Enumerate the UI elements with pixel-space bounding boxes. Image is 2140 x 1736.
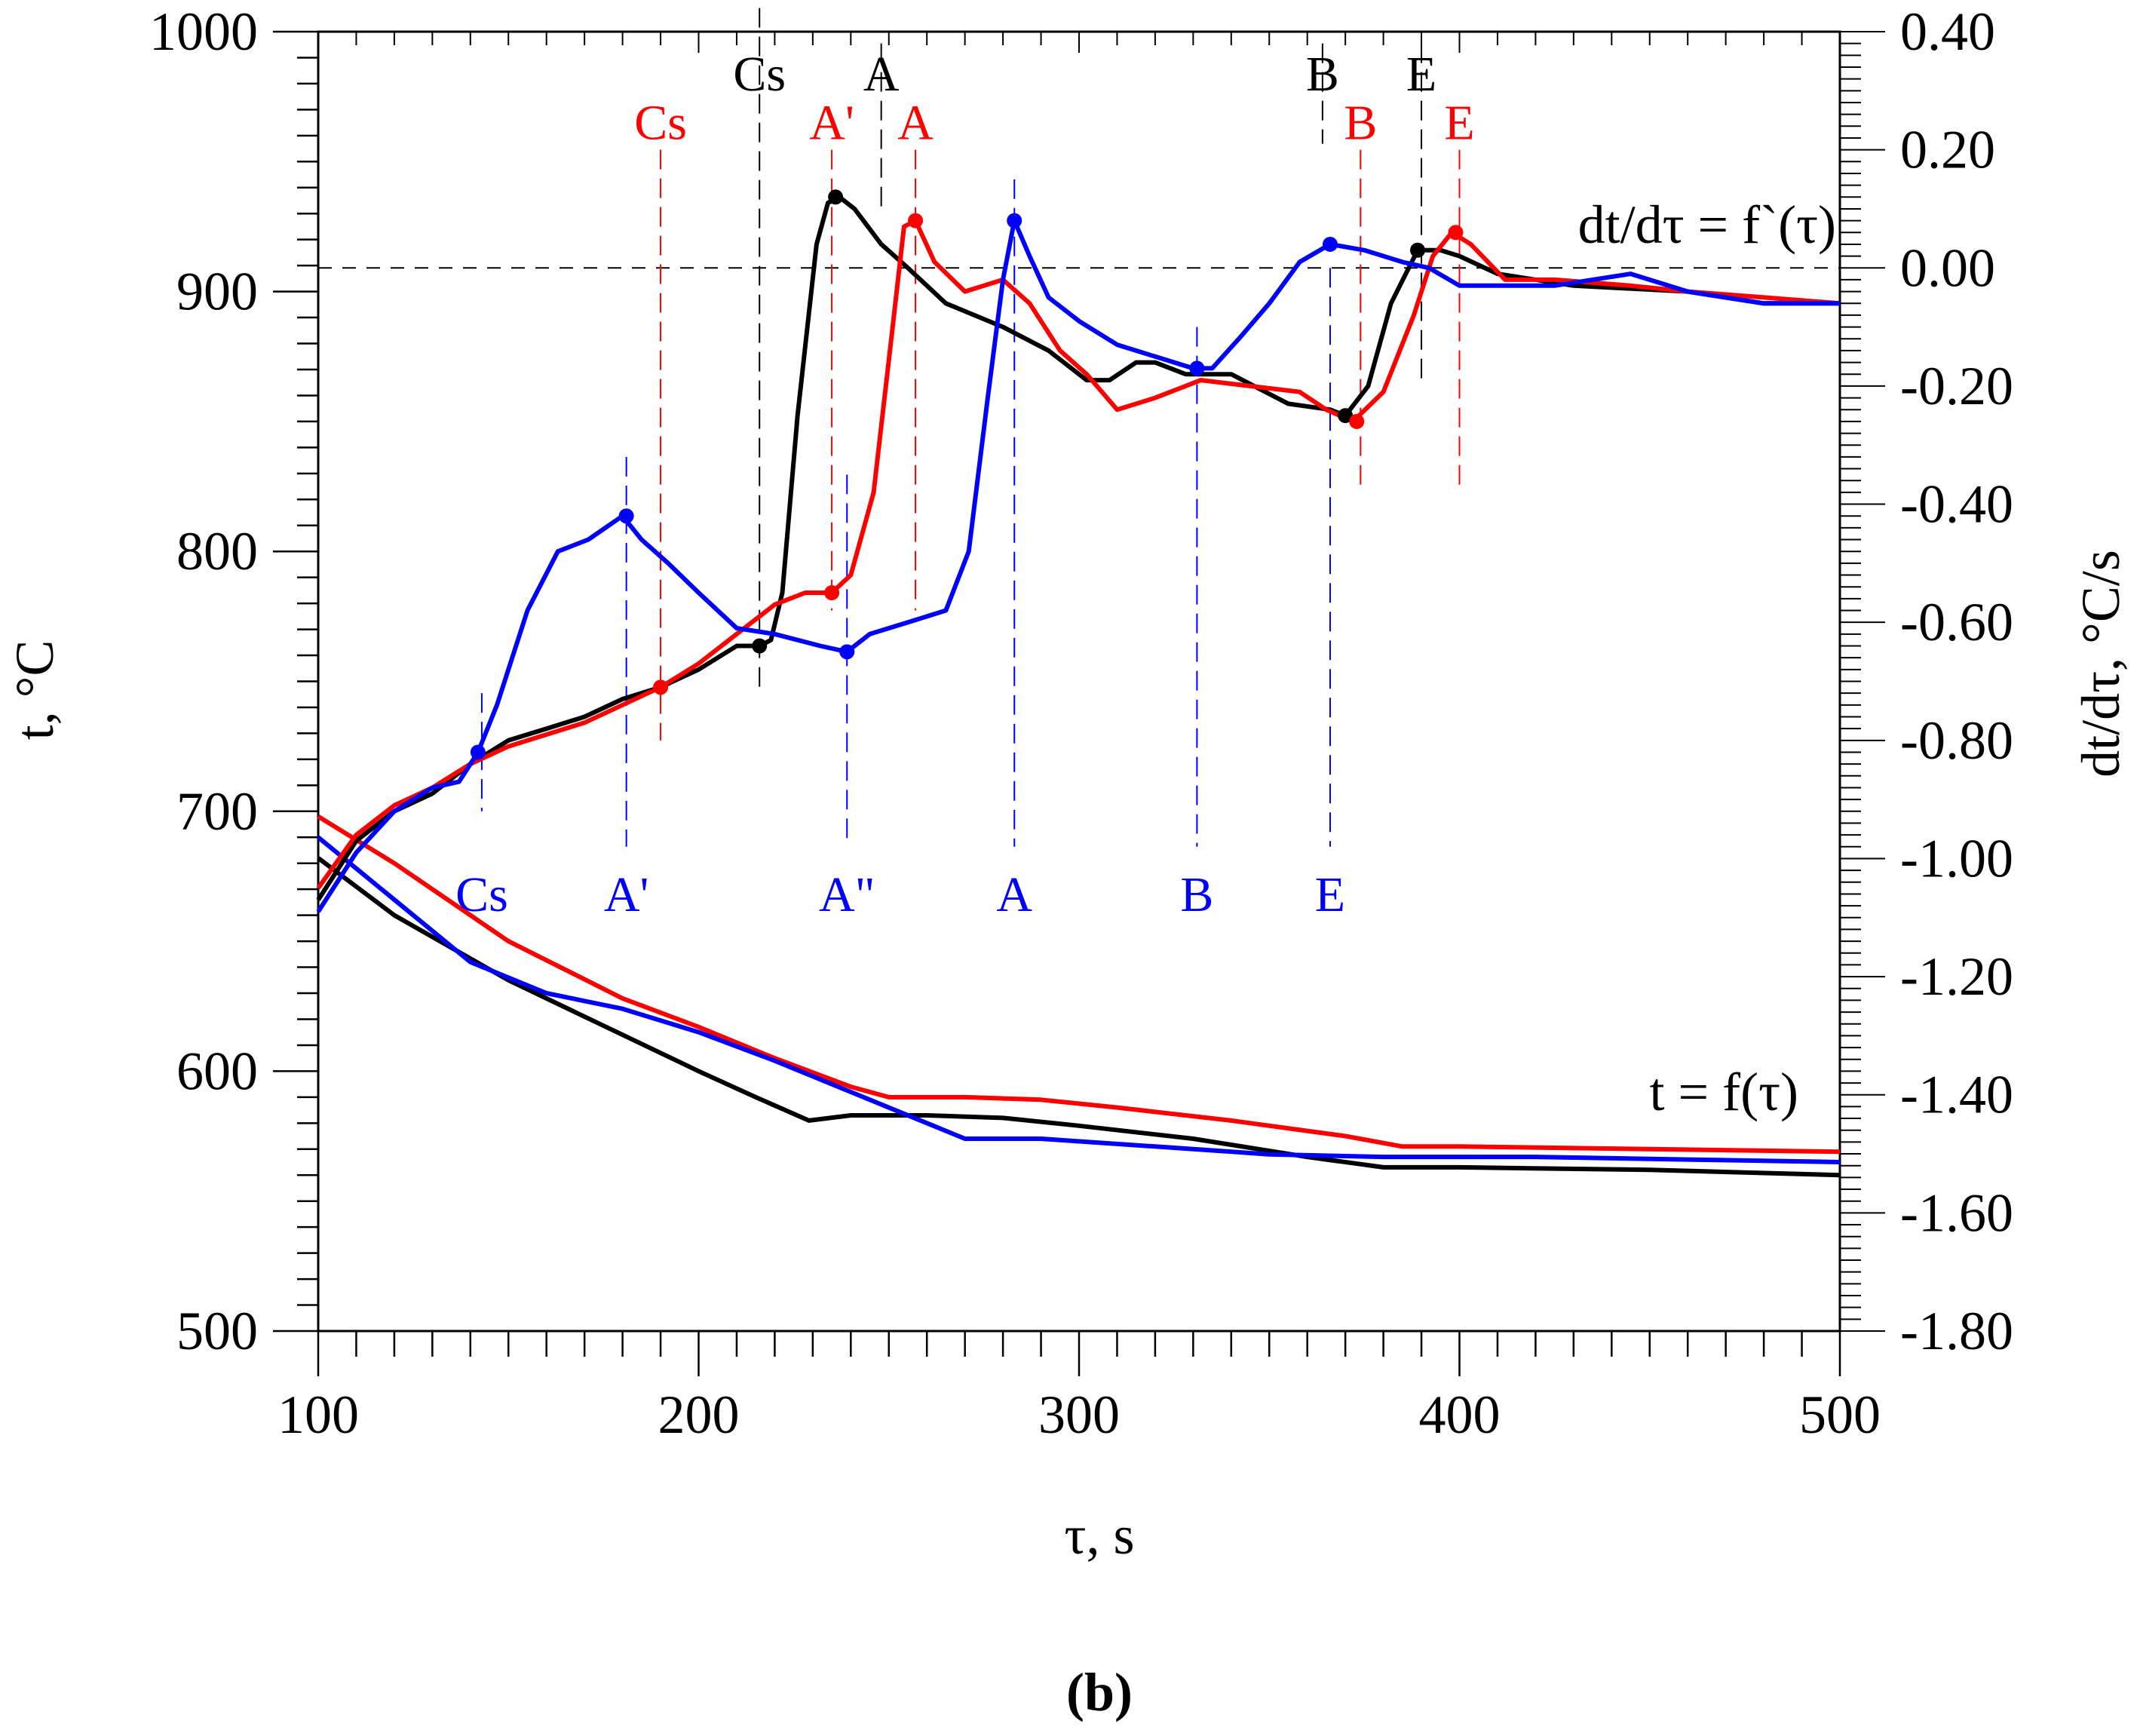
marker-blue <box>470 744 486 760</box>
annotation-label: A <box>897 96 934 151</box>
y-right-tick-label: -0.20 <box>1900 356 2013 416</box>
annotation-label: E <box>1406 47 1436 102</box>
caption-open: ( <box>1066 1662 1084 1722</box>
y-right-tick-labels: -1.80 -1.60 -1.40 -1.20 -1.00 -0.80 -0.60 -0.40… <box>1900 2 2013 1361</box>
marker-blue <box>618 508 634 524</box>
y-right-tick-label: -1.20 <box>1900 946 2013 1007</box>
annotation-label: Cs <box>455 867 508 922</box>
y-right-tick-label: -0.40 <box>1900 474 2013 535</box>
annotation-label: E <box>1315 867 1345 922</box>
y-left-tick-label: 600 <box>176 1041 258 1101</box>
minor-ticks <box>273 30 1885 1376</box>
x-tick-labels: 100 200 300 400 500 <box>277 1385 1881 1445</box>
derivative-curve-label: dt/dτ = f`(τ) <box>1578 195 1836 255</box>
y-right-tick-label: 0.00 <box>1900 238 1995 298</box>
temperature-line-red <box>317 814 1841 1155</box>
x-tick-label: 100 <box>277 1385 359 1445</box>
annotation-label: B <box>1180 867 1213 922</box>
marker-red <box>908 213 924 229</box>
marker-blue <box>1007 213 1022 229</box>
annotation-label: E <box>1444 96 1474 151</box>
marker-red <box>824 585 840 601</box>
y-left-tick-labels: 500 600 700 800 900 1000 <box>149 2 258 1361</box>
annotation-label: Cs <box>634 96 687 151</box>
marker-red <box>1448 225 1464 241</box>
derivative-line-blue <box>316 218 1840 913</box>
annotation-label: B <box>1344 96 1377 151</box>
y-left-tick-label: 1000 <box>149 2 258 62</box>
y-right-tick-label: -1.40 <box>1900 1065 2013 1125</box>
y-right-tick-label: 0.20 <box>1900 120 1995 180</box>
y-left-tick-label: 700 <box>176 781 258 842</box>
y-left-tick-label: 900 <box>176 262 258 322</box>
annotation-label: A' <box>809 96 854 151</box>
annotation-label: A <box>863 47 900 102</box>
y-right-tick-label: -0.60 <box>1900 592 2013 652</box>
marker-red <box>1349 413 1365 429</box>
temperature-line-blue <box>317 835 1841 1164</box>
y-left-axis-title: t, °C <box>5 640 65 741</box>
x-tick-label: 400 <box>1419 1385 1501 1445</box>
x-axis-title: τ, s <box>1065 1505 1135 1566</box>
annotation-label: B <box>1306 47 1339 102</box>
x-tick-label: 500 <box>1799 1385 1881 1445</box>
annotation-label: A <box>996 867 1032 922</box>
y-right-tick-label: -1.00 <box>1900 828 2013 888</box>
marker-red <box>653 679 669 695</box>
annotation-label: A' <box>604 867 649 922</box>
y-right-tick-label: -1.80 <box>1900 1301 2013 1361</box>
derivative-line-black <box>316 195 1840 901</box>
annotation-labels: Cs A B ECs A' A B ECs A' A" A B E <box>455 47 1475 922</box>
temperature-curve-label: t = f(τ) <box>1650 1062 1798 1122</box>
marker-blue <box>1189 360 1205 376</box>
marker-black <box>828 189 844 205</box>
x-tick-label: 200 <box>658 1385 740 1445</box>
derivative-line-red <box>316 218 1841 890</box>
marker-black <box>1338 408 1354 424</box>
annotation-label: Cs <box>733 47 786 102</box>
y-left-tick-label: 500 <box>176 1301 258 1361</box>
temperature-line-black <box>317 856 1841 1178</box>
y-right-tick-label: 0.40 <box>1900 2 1995 62</box>
figure-caption: (b) <box>1066 1662 1133 1722</box>
marker-black <box>1410 242 1426 258</box>
annotation-label: A" <box>819 867 875 922</box>
marker-blue <box>1322 236 1338 252</box>
y-right-tick-label: -1.60 <box>1900 1182 2013 1243</box>
marker-blue <box>839 644 855 660</box>
caption-close: ) <box>1114 1662 1133 1722</box>
point-markers <box>470 189 1464 760</box>
temperature-series <box>317 814 1841 1178</box>
derivative-series <box>316 195 1841 913</box>
y-right-tick-label: -0.80 <box>1900 710 2013 771</box>
x-tick-label: 300 <box>1038 1385 1120 1445</box>
caption-letter: b <box>1084 1662 1114 1722</box>
y-left-tick-label: 800 <box>176 521 258 581</box>
y-right-axis-title: dt/dτ, °C/s <box>2071 550 2131 778</box>
marker-black <box>752 638 768 654</box>
annotation-lines <box>480 8 1461 847</box>
